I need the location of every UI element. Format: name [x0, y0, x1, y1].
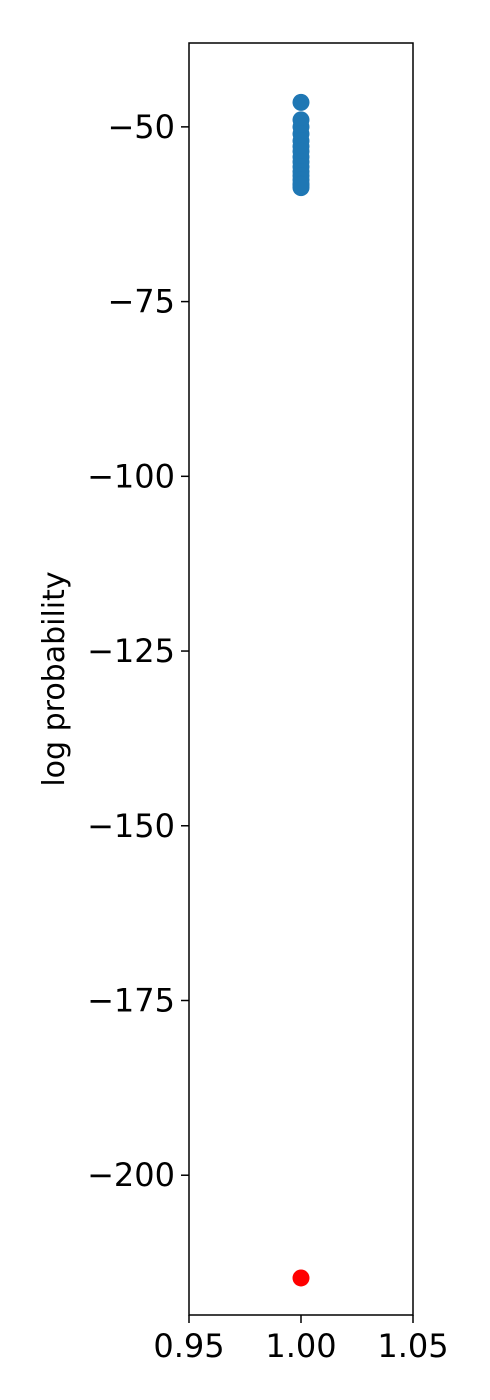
- data-point-blue: [292, 93, 310, 111]
- plot-frame: [188, 42, 414, 1316]
- x-tick-label: 1.00: [265, 1327, 336, 1365]
- plot-area: [188, 42, 414, 1316]
- data-points: [292, 93, 310, 1287]
- y-tick-label: −75: [107, 283, 175, 321]
- y-tick-label: −175: [87, 981, 175, 1019]
- y-tick-label: −125: [87, 632, 175, 670]
- data-point-red: [292, 1269, 310, 1287]
- y-tick-label: −50: [107, 108, 175, 146]
- y-tick-label: −200: [87, 1156, 175, 1194]
- x-tick-label: 1.05: [377, 1327, 448, 1365]
- y-tick-label: −150: [87, 807, 175, 845]
- y-tick-label: −100: [87, 457, 175, 495]
- data-point-blue: [292, 176, 310, 194]
- x-tick-label: 0.95: [153, 1327, 224, 1365]
- y-axis-ticks: −50 −75 −100 −125 −150 −175 −200: [87, 108, 189, 1194]
- y-axis-label: log probability: [37, 571, 72, 786]
- x-axis-ticks: 0.95 1.00 1.05: [153, 1315, 449, 1365]
